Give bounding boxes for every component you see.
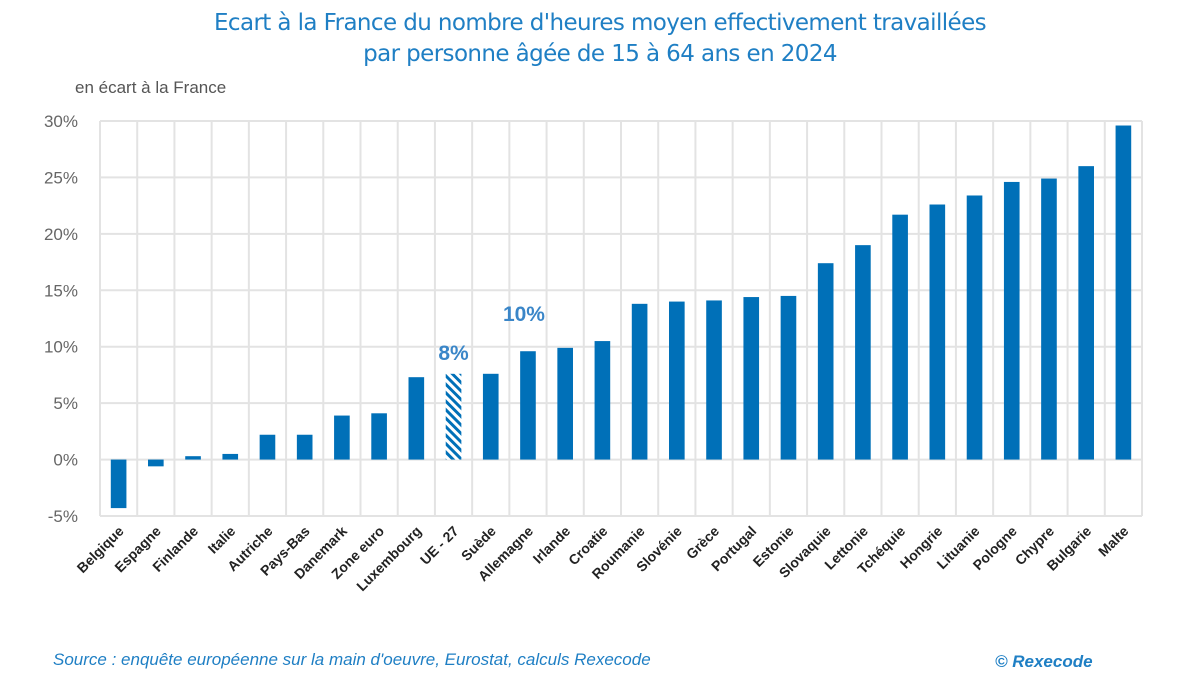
bar-danemark — [334, 415, 350, 460]
annotation-label: 8% — [438, 342, 469, 365]
bar-allemagne — [520, 351, 536, 460]
y-tick-label: 15% — [44, 281, 78, 300]
bar-su-de — [482, 373, 499, 460]
bar-espagne — [148, 459, 164, 467]
x-tick-label: UE - 27 — [417, 523, 462, 568]
grid — [99, 120, 1143, 517]
y-tick-label: 30% — [44, 112, 78, 131]
bar-finlande — [185, 456, 201, 460]
x-tick-label: Malte — [1095, 523, 1132, 560]
bar-gr-ce — [706, 300, 722, 460]
bar-slovaquie — [817, 263, 834, 460]
annotations: 8% 10% — [438, 303, 545, 365]
bar-lettonie — [855, 245, 871, 460]
bar-pologne — [1003, 181, 1020, 460]
bar-irlande — [557, 347, 573, 460]
bar-autriche — [259, 434, 276, 460]
annotation-label: 10% — [503, 303, 545, 326]
copyright-note: © Rexecode — [995, 652, 1093, 671]
bar-italie — [222, 453, 239, 460]
chart-title: Ecart à la France du nombre d'heures moy… — [0, 8, 1200, 70]
bar-croatie — [594, 341, 611, 460]
bar-tch-quie — [892, 214, 908, 460]
bar-malte — [1115, 125, 1132, 460]
bar-chypre — [1041, 178, 1057, 460]
bar-estonie — [780, 295, 797, 460]
y-axis-unit-label: en écart à la France — [75, 78, 227, 97]
y-tick-label: 20% — [44, 225, 78, 244]
bar-pays-bas — [296, 434, 313, 460]
y-tick-label: 10% — [44, 338, 78, 357]
bar-belgique — [110, 459, 127, 509]
y-tick-label: 25% — [44, 168, 78, 187]
y-tick-label: 0% — [53, 451, 78, 470]
y-axis: 30% 25% 20% 15% 10% 5% 0% -5% — [44, 112, 78, 526]
source-note: Source : enquête européenne sur la main … — [53, 650, 651, 669]
bar-roumanie — [631, 303, 648, 460]
bar-hongrie — [929, 204, 946, 460]
y-tick-label: 5% — [53, 394, 78, 413]
bar-ue-27 — [445, 373, 462, 460]
bar-portugal — [743, 297, 760, 460]
x-tick-label: Italie — [204, 523, 238, 557]
bar-slov-nie — [669, 301, 685, 460]
bars — [110, 125, 1132, 509]
bar-bulgarie — [1078, 166, 1094, 460]
bar-lituanie — [966, 195, 983, 460]
bar-luxembourg — [408, 377, 425, 460]
chart-title-line-1: Ecart à la France du nombre d'heures moy… — [213, 10, 987, 36]
chart-title-line-2: par personne âgée de 15 à 64 ans en 2024 — [363, 41, 837, 67]
bar-zone-euro — [371, 413, 387, 460]
y-tick-label: -5% — [48, 507, 78, 526]
